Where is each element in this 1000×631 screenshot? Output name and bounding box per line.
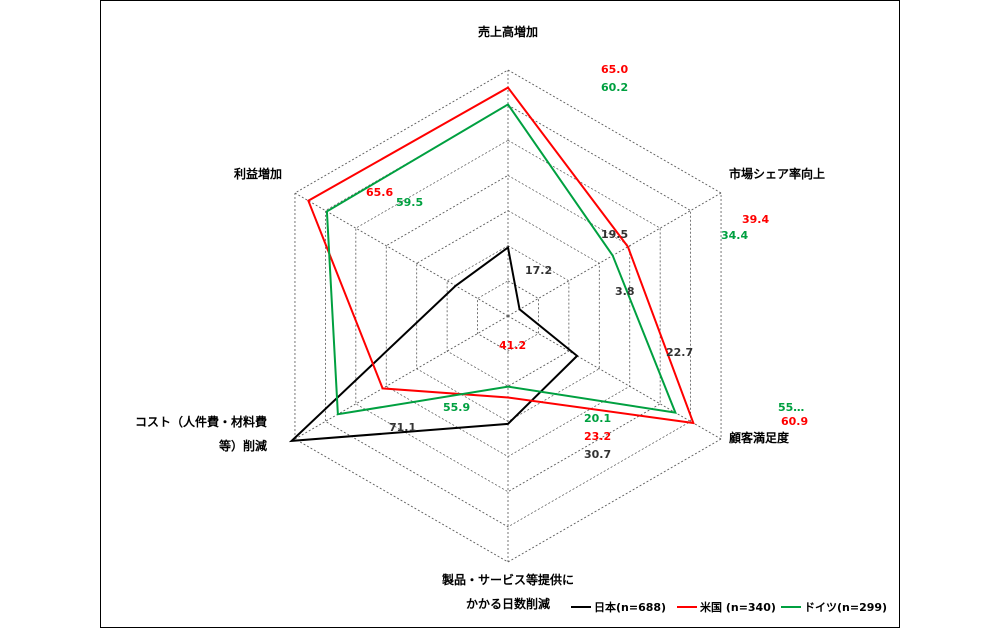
data-label: 39.4	[742, 213, 769, 226]
data-label: 20.1	[584, 412, 611, 425]
data-labels: 19.5 3.8 22.7 30.7 71.1 17.2 65.0 39.4 60.9 23.2 4…	[366, 63, 808, 461]
data-label: 71.1	[389, 421, 416, 434]
legend-label: 米国 (n=340)	[699, 600, 776, 614]
axis-label: コスト（人件費・材料費	[135, 414, 267, 429]
axis-label: 顧客満足度	[729, 430, 790, 445]
axis-spoke	[294, 192, 509, 317]
grid-ring	[477, 280, 539, 352]
legend-label: 日本(n=688)	[594, 600, 666, 614]
axis-spoke	[294, 315, 509, 440]
series-line	[307, 86, 695, 425]
data-label: 30.7	[584, 448, 611, 461]
radar-grid	[294, 69, 722, 563]
legend: 日本(n=688) 米国 (n=340) ドイツ(n=299)	[571, 600, 887, 614]
data-label: 3.8	[615, 285, 635, 298]
data-label: 60.9	[781, 415, 808, 428]
data-label: 59.5	[396, 196, 423, 209]
data-label: 55…	[778, 401, 804, 414]
axis-spoke	[507, 192, 722, 317]
data-label: 22.7	[666, 346, 693, 359]
data-label: 65.0	[601, 63, 628, 76]
data-label: 41.2	[499, 339, 526, 352]
axis-label: 利益増加	[234, 166, 282, 181]
data-label: 19.5	[601, 228, 628, 241]
axis-label: かかる日数削減	[466, 596, 550, 611]
series-line	[288, 245, 579, 443]
legend-label: ドイツ(n=299)	[804, 601, 887, 614]
data-label: 17.2	[525, 264, 552, 277]
axis-label: 等）削減	[218, 438, 267, 453]
data-label: 60.2	[601, 81, 628, 94]
axis-label: 売上高増加	[478, 24, 538, 39]
axis-label: 製品・サービス等提供に	[441, 572, 574, 587]
axis-label: 市場シェア率向上	[729, 166, 825, 181]
chart-frame: 19.5 3.8 22.7 30.7 71.1 17.2 65.0 39.4 60.9 23.2 4…	[100, 0, 900, 628]
axis-spoke	[507, 315, 722, 440]
data-label: 34.4	[721, 229, 748, 242]
data-label: 55.9	[443, 401, 470, 414]
data-label: 65.6	[366, 186, 393, 199]
grid-ring	[324, 104, 692, 528]
radar-chart: 19.5 3.8 22.7 30.7 71.1 17.2 65.0 39.4 60.9 23.2 4…	[135, 24, 887, 614]
radar-series	[288, 86, 695, 443]
data-label: 23.2	[584, 430, 611, 443]
series-line	[325, 103, 677, 416]
